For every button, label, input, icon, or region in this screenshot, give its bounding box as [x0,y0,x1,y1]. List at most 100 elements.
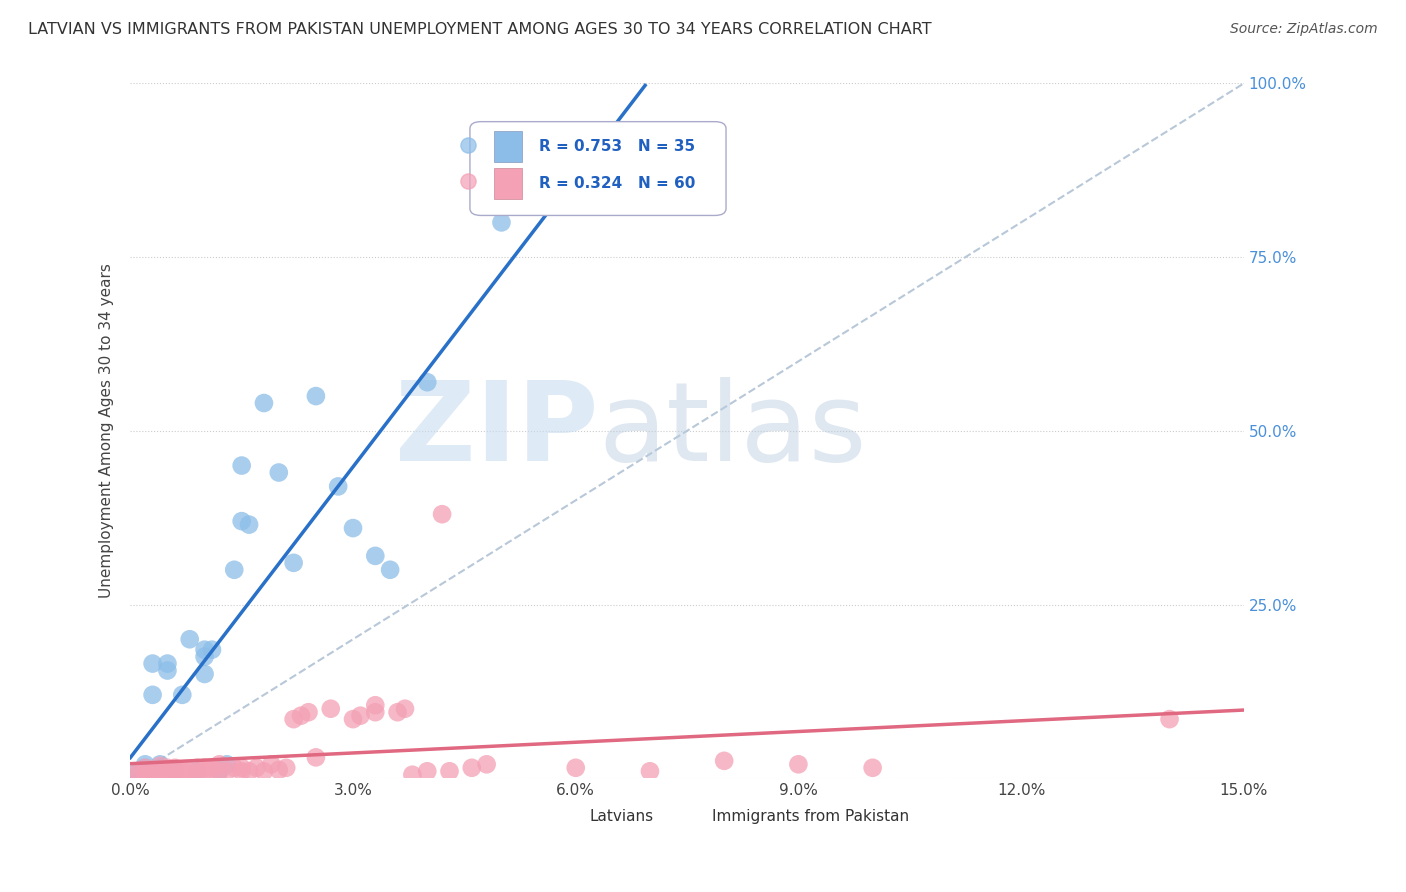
Point [319,702,342,716]
Point [156,657,179,671]
Point [349,708,371,723]
Text: atlas: atlas [598,377,866,484]
Point [134,757,156,772]
Point [149,761,172,775]
Point [305,389,328,403]
Point [127,768,149,782]
Point [283,556,305,570]
Point [364,549,387,563]
Point [215,757,238,772]
Point [179,768,201,782]
Point [475,757,498,772]
Point [163,764,186,779]
Point [163,761,186,775]
Point [127,764,149,779]
Point [163,764,186,779]
Point [297,705,319,719]
Point [186,761,208,775]
Point [149,764,172,779]
Point [193,649,215,664]
Point [416,764,439,779]
Point [142,657,165,671]
Point [149,757,172,772]
Point [394,702,416,716]
Point [186,765,208,780]
Point [186,764,208,779]
Point [149,768,172,782]
Point [193,761,215,775]
Point [401,768,423,782]
Point [787,757,810,772]
Text: LATVIAN VS IMMIGRANTS FROM PAKISTAN UNEMPLOYMENT AMONG AGES 30 TO 34 YEARS CORRE: LATVIAN VS IMMIGRANTS FROM PAKISTAN UNEM… [28,22,932,37]
Point [378,563,401,577]
Point [245,761,267,775]
Point [156,761,179,775]
Point [172,763,194,777]
Point [231,764,253,779]
Point [638,764,661,779]
Point [267,466,290,480]
Point [172,688,194,702]
Point [163,768,186,782]
Point [276,761,298,775]
Bar [676,806,700,827]
Point [231,761,253,775]
Point [491,215,513,229]
Point [201,642,224,657]
Point [564,761,586,775]
Point [1159,712,1181,726]
Point [193,667,215,681]
FancyBboxPatch shape [470,121,725,216]
Point [267,763,290,777]
Point [224,761,246,775]
Point [142,765,165,780]
Point [862,761,884,775]
Point [305,750,328,764]
Point [134,761,156,775]
Point [142,688,165,702]
Point [193,642,215,657]
Point [253,396,276,410]
Point [193,764,215,779]
Point [713,754,735,768]
Point [208,764,231,779]
Point [156,764,179,779]
Bar [495,131,522,162]
Point [439,764,461,779]
Point [283,712,305,726]
Point [238,764,260,779]
Text: Source: ZipAtlas.com: Source: ZipAtlas.com [1230,22,1378,37]
Point [142,763,165,777]
Point [149,758,172,772]
Point [201,764,224,779]
Text: ZIP: ZIP [395,377,598,484]
Point [461,761,484,775]
Point [231,514,253,528]
Point [290,708,312,723]
Point [238,517,260,532]
Point [224,563,246,577]
Point [364,705,387,719]
Text: Immigrants from Pakistan: Immigrants from Pakistan [711,809,908,824]
Point [156,765,179,780]
Point [179,764,201,779]
Y-axis label: Unemployment Among Ages 30 to 34 years: Unemployment Among Ages 30 to 34 years [100,263,114,599]
Point [208,764,231,779]
Point [215,764,238,779]
Bar [554,806,578,827]
Point [201,761,224,775]
Point [134,768,156,782]
Point [231,458,253,473]
Point [127,768,149,782]
Point [127,764,149,779]
Point [416,375,439,389]
Text: Latvians: Latvians [589,809,654,824]
Point [253,764,276,779]
Text: R = 0.753   N = 35: R = 0.753 N = 35 [538,139,695,154]
Point [172,764,194,779]
Point [260,757,283,772]
Point [342,712,364,726]
Point [342,521,364,535]
Point [179,632,201,647]
Bar [495,168,522,199]
